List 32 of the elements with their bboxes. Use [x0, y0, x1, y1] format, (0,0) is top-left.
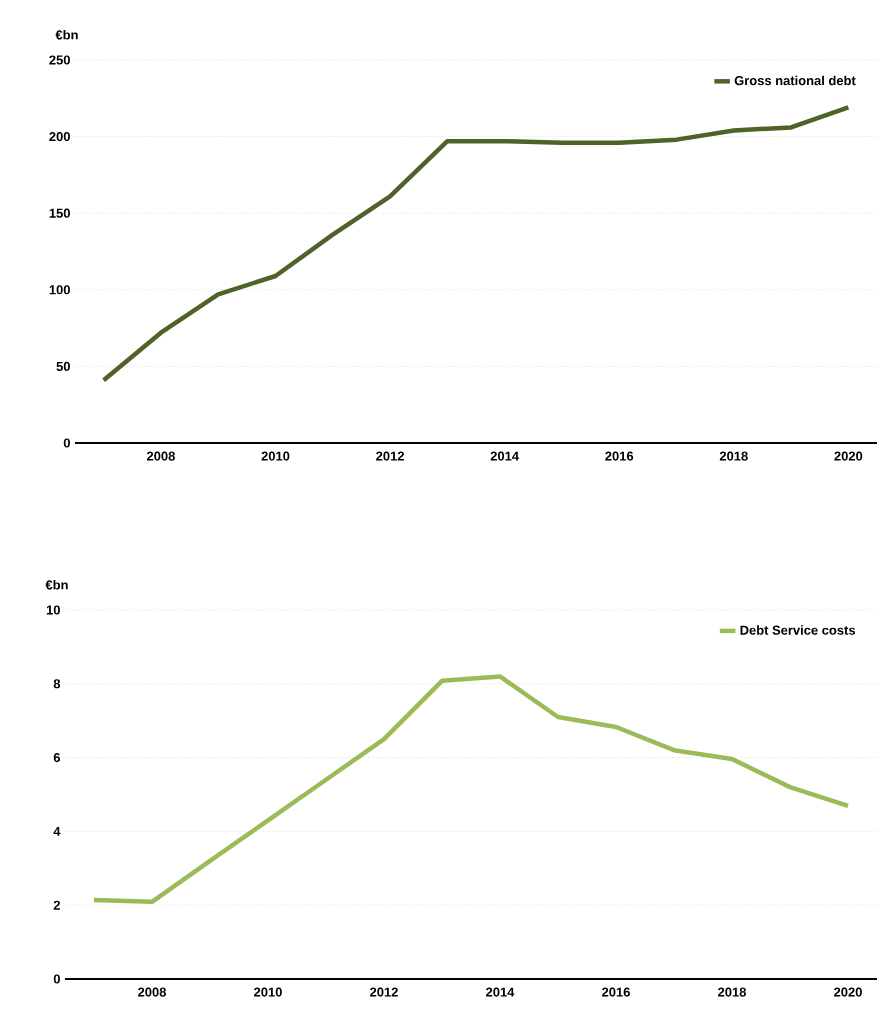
x-tick-label: 2018 — [719, 451, 748, 461]
y-tick-label: 4 — [53, 826, 61, 836]
line-series — [91, 674, 851, 905]
x-tick-label: 2014 — [486, 987, 515, 997]
legend-label: Gross national debt — [734, 75, 856, 86]
x-tick-label: 2020 — [834, 987, 862, 997]
x-tick-label: 2016 — [602, 987, 630, 997]
y-tick-label: 250 — [49, 55, 70, 65]
y-tick-label: 200 — [49, 132, 70, 142]
x-tick-label: 2016 — [605, 451, 634, 461]
line-series — [101, 105, 851, 383]
x-tick-label: 2008 — [146, 451, 175, 461]
x-tick-label: 2008 — [138, 987, 167, 997]
y-tick-label: 6 — [53, 753, 61, 763]
x-tick-label: 2010 — [261, 451, 290, 461]
x-tick-label: 2014 — [490, 451, 519, 461]
y-axis-title: €bn — [45, 579, 68, 590]
x-tick-label: 2020 — [834, 451, 863, 461]
y-tick-label: 100 — [49, 285, 70, 295]
y-axis-title: €bn — [55, 29, 78, 40]
legend-label: Debt Service costs — [740, 625, 856, 635]
x-tick-label: 2012 — [376, 451, 404, 461]
x-tick-label: 2012 — [370, 987, 398, 997]
y-tick-label: 10 — [46, 605, 60, 615]
y-tick-label: 0 — [53, 974, 60, 984]
y-tick-label: 50 — [56, 361, 70, 371]
y-tick-label: 2 — [53, 900, 60, 910]
x-tick-label: 2010 — [254, 987, 282, 997]
y-tick-label: 8 — [53, 679, 61, 689]
y-tick-label: 150 — [49, 208, 70, 218]
y-tick-label: 0 — [63, 438, 70, 448]
x-tick-label: 2018 — [718, 987, 747, 997]
